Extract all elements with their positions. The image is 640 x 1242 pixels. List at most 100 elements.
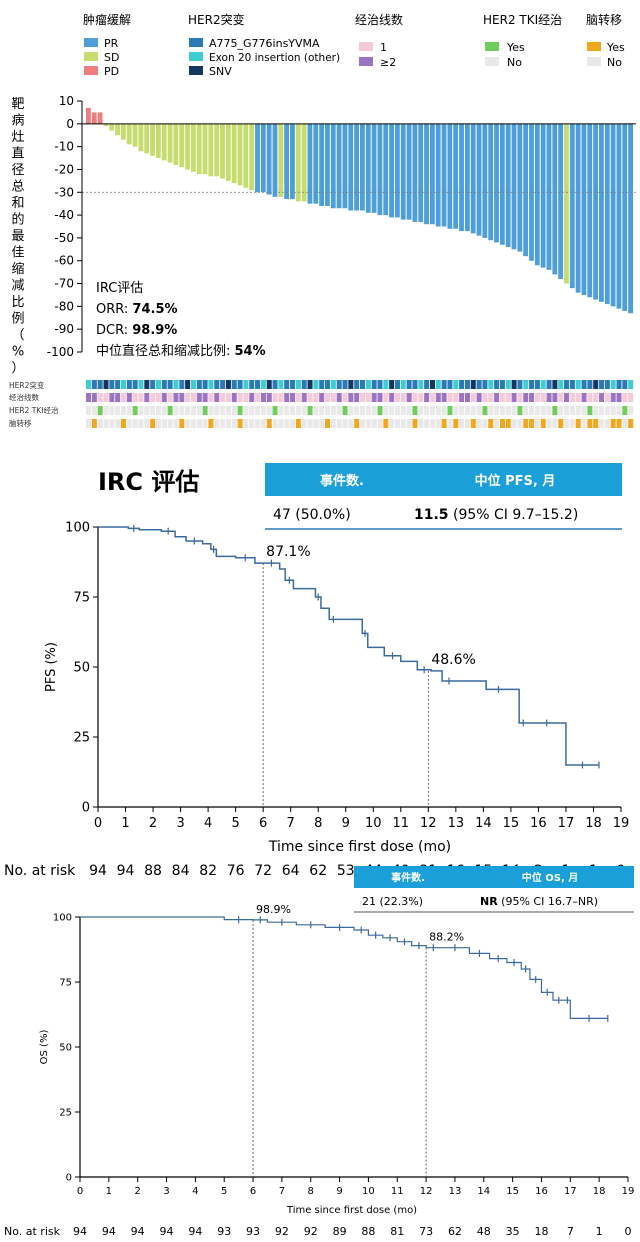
track-cell <box>464 406 470 415</box>
track-cell <box>295 393 301 402</box>
track-cell <box>389 393 395 402</box>
track-cell <box>406 393 412 402</box>
track-cell <box>220 380 226 389</box>
track-cell <box>511 380 517 389</box>
track-cell <box>616 419 622 428</box>
track-cell <box>569 406 575 415</box>
track-cell <box>173 380 179 389</box>
km-x-tick-label: 15 <box>506 1186 519 1197</box>
track-cell <box>476 419 482 428</box>
track-cell <box>220 393 226 402</box>
legend-label-brain-no: No <box>607 56 622 69</box>
track-cell <box>400 380 406 389</box>
km-x-tick-label: 1 <box>121 816 129 831</box>
waterfall-bar <box>301 123 307 202</box>
track-cell <box>569 393 575 402</box>
track-cell <box>202 380 208 389</box>
track-cell <box>266 419 272 428</box>
track-cell <box>307 419 313 428</box>
waterfall-bar <box>622 123 628 311</box>
track-cell <box>575 406 581 415</box>
track-cell <box>109 406 115 415</box>
track-cell <box>453 419 459 428</box>
km-annotation-label: 98.9% <box>256 903 291 916</box>
track-cell <box>488 380 494 389</box>
km-x-tick-label: 11 <box>393 816 410 831</box>
track-cell <box>412 406 418 415</box>
waterfall-bar <box>144 123 150 154</box>
track-cell <box>424 419 430 428</box>
track-cell <box>377 419 383 428</box>
waterfall-bar <box>523 123 529 257</box>
track-cell <box>260 419 266 428</box>
waterfall-bar <box>97 112 103 124</box>
track-cell <box>587 419 593 428</box>
legend-label-pr: PR <box>104 37 119 50</box>
km-y-tick-label: 50 <box>73 661 90 676</box>
track-cell <box>429 393 435 402</box>
waterfall-y-label-char: 缩 <box>11 261 24 277</box>
track-cell <box>313 419 319 428</box>
track-cell <box>365 419 371 428</box>
track-cell <box>301 419 307 428</box>
track-cell <box>616 380 622 389</box>
waterfall-bar <box>412 123 418 222</box>
waterfall-bar <box>255 123 260 193</box>
track-cell <box>622 406 628 415</box>
waterfall-y-label-char: 灶 <box>11 130 24 145</box>
track-cell <box>610 393 616 402</box>
track-cell <box>266 380 272 389</box>
km-x-tick-label: 16 <box>530 816 547 831</box>
track-cell <box>610 380 616 389</box>
waterfall-bar <box>284 123 290 200</box>
track-cell <box>499 406 505 415</box>
km-risk-value: 64 <box>282 863 300 879</box>
track-cell <box>214 380 220 389</box>
track-cell <box>190 393 196 402</box>
waterfall-y-tick-label: 0 <box>66 117 74 131</box>
waterfall-bar <box>173 123 179 165</box>
waterfall-y-tick-label: -100 <box>47 345 74 359</box>
waterfall-bar <box>569 123 575 289</box>
km-x-tick-label: 19 <box>622 1186 635 1197</box>
track-cell <box>628 393 634 402</box>
track-cell <box>255 419 261 428</box>
waterfall-bar <box>330 123 336 209</box>
track-cell <box>132 393 138 402</box>
track-cell <box>185 393 191 402</box>
track-cell <box>488 393 494 402</box>
track-cell <box>91 406 97 415</box>
track-cell <box>272 393 278 402</box>
track-cell <box>249 419 255 428</box>
track-cell <box>330 419 336 428</box>
track-cell <box>476 393 482 402</box>
waterfall-bar <box>103 123 109 127</box>
track-cell <box>290 380 296 389</box>
track-cell <box>97 419 103 428</box>
os-annotations: 98.9% 88.2% <box>252 903 464 1177</box>
km-x-tick-label: 16 <box>535 1186 548 1197</box>
track-cell <box>342 406 348 415</box>
track-cell <box>400 406 406 415</box>
legend-label-tki-yes: Yes <box>506 41 525 54</box>
track-cell <box>161 393 167 402</box>
track-cell <box>610 419 616 428</box>
km-x-tick-label: 17 <box>558 816 575 831</box>
track-cell <box>319 393 325 402</box>
waterfall-bar <box>447 123 453 229</box>
pfs-header-events: 事件数. <box>320 473 364 489</box>
waterfall-y-label-char: 佳 <box>11 246 24 261</box>
waterfall-y-tick-label: -60 <box>54 254 74 268</box>
km-annotation-label: 88.2% <box>429 931 464 944</box>
track-cell <box>534 406 540 415</box>
track-cell <box>604 393 610 402</box>
legend-label-snv: SNV <box>209 65 232 78</box>
track-cell <box>336 419 342 428</box>
km-risk-value: 72 <box>254 863 272 879</box>
track-cell <box>348 393 354 402</box>
track-cell <box>581 393 587 402</box>
legend-title-lines: 经治线数 <box>355 12 403 27</box>
km-x-tick-label: 1 <box>106 1186 112 1197</box>
track-cell <box>173 393 179 402</box>
track-cell <box>190 380 196 389</box>
